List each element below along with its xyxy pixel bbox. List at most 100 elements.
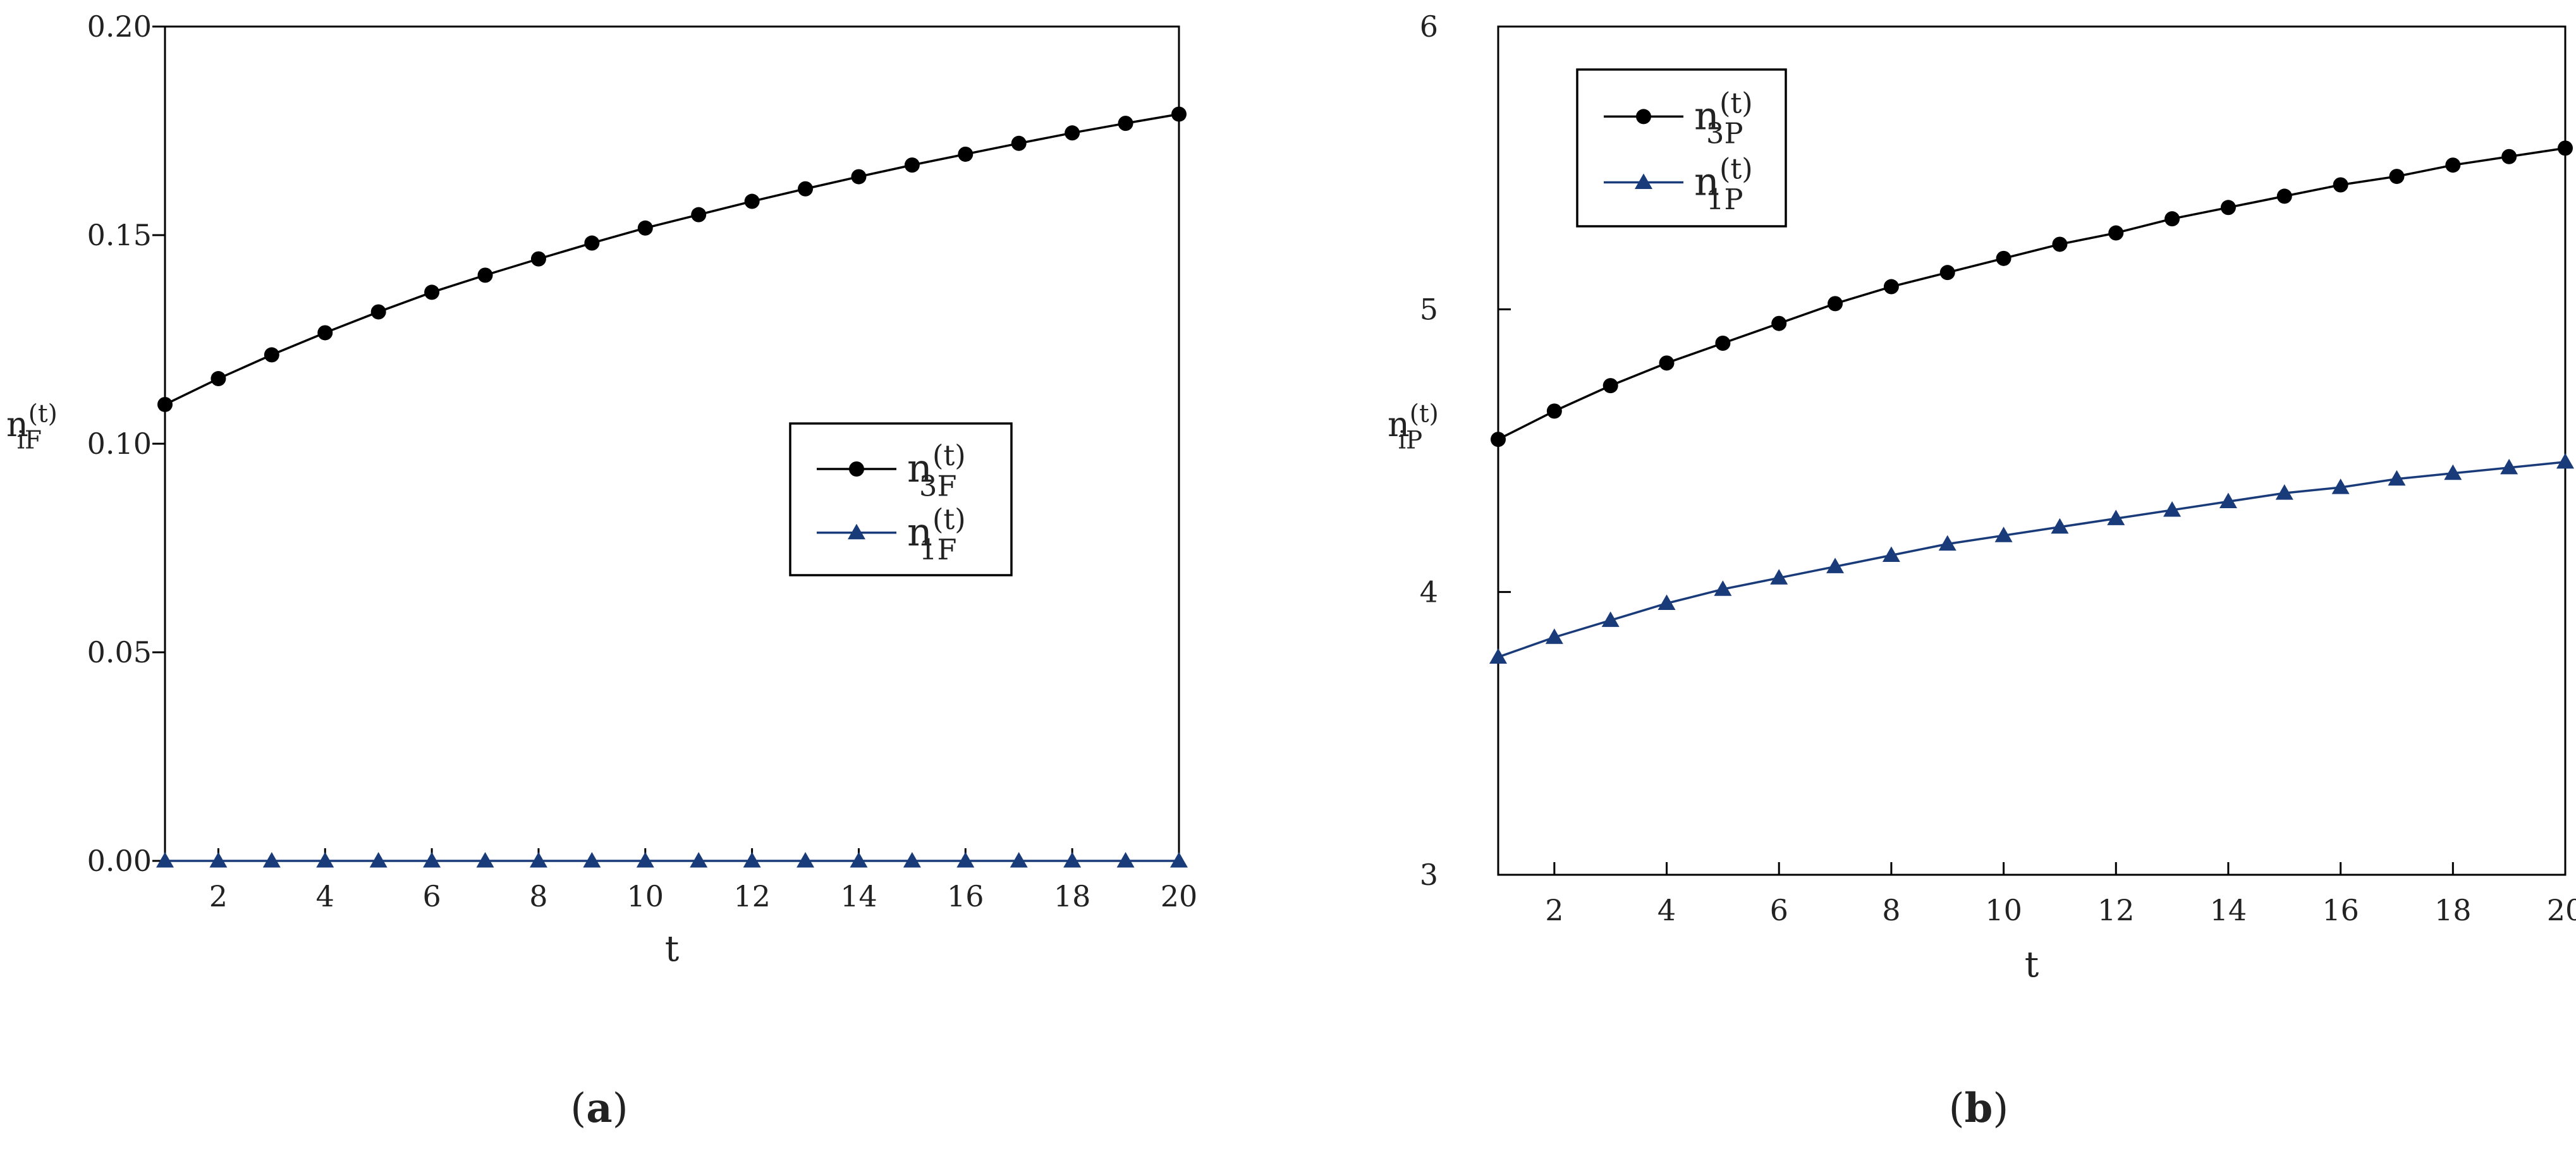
point-a-1f-9 bbox=[583, 852, 601, 868]
legend-label-b-3p-sub: 3P bbox=[1706, 118, 1743, 150]
x-tick-label-b-12: 12 bbox=[2097, 893, 2135, 927]
point-b-3p-1 bbox=[1491, 432, 1506, 448]
legend-a: n(t) 3Fn(t) 1F bbox=[789, 422, 1013, 576]
point-b-1p-5 bbox=[1714, 580, 1732, 596]
x-tick-label-b-2: 2 bbox=[1545, 893, 1563, 927]
point-b-3p-14 bbox=[2220, 200, 2236, 216]
point-a-3f-4 bbox=[317, 325, 333, 341]
point-b-1p-10 bbox=[1994, 527, 2013, 542]
point-b-1p-4 bbox=[1657, 594, 1676, 611]
caption-a-close: ) bbox=[613, 1085, 628, 1132]
point-a-3f-14 bbox=[851, 169, 867, 185]
caption-a: (a) bbox=[570, 1085, 628, 1132]
point-a-1f-8 bbox=[529, 852, 547, 868]
point-b-1p-3 bbox=[1601, 611, 1620, 627]
point-a-1f-14 bbox=[850, 852, 868, 868]
x-tick-label-b-8: 8 bbox=[1882, 893, 1900, 927]
point-a-3f-17 bbox=[1011, 135, 1027, 151]
point-b-3p-13 bbox=[2164, 211, 2180, 227]
y-axis-title-a-sub: iF bbox=[17, 426, 42, 454]
y-tick-label-a-0.05: 0.05 bbox=[87, 635, 152, 669]
point-b-3p-5 bbox=[1715, 336, 1731, 351]
point-a-1f-20 bbox=[1170, 852, 1188, 868]
point-a-3f-20 bbox=[1171, 106, 1187, 122]
x-tick-label-b-16: 16 bbox=[2322, 893, 2359, 927]
point-b-3p-10 bbox=[1996, 250, 2011, 266]
y-tick-label-a-0.1: 0.10 bbox=[87, 427, 152, 461]
legend-box-b bbox=[1576, 68, 1787, 228]
y-tick-label-a-0.15: 0.15 bbox=[87, 218, 152, 252]
legend-label-b-1p: n(t) 1P bbox=[1694, 153, 1753, 216]
point-a-1f-2 bbox=[209, 852, 228, 868]
point-b-1p-1 bbox=[1489, 648, 1507, 664]
legend-label-a-3f-sub: 3F bbox=[919, 470, 956, 502]
series-markers-a-3f bbox=[157, 106, 1187, 412]
x-tick-label-b-20: 20 bbox=[2547, 893, 2576, 927]
legend-label-a-3f-base: n bbox=[907, 445, 932, 491]
point-a-1f-11 bbox=[690, 852, 708, 868]
point-a-1f-7 bbox=[476, 852, 494, 868]
series-markers-b-3p bbox=[1491, 140, 2573, 448]
legend-label-b-1p-sub: 1P bbox=[1706, 183, 1743, 216]
point-a-1f-16 bbox=[956, 852, 975, 868]
series-markers-a-1f bbox=[156, 852, 1188, 868]
chart-panel-a: 2 4 6 8 10 12 14 16 18 200.000.050.100.150.20tn(t… bbox=[6, 9, 1197, 970]
point-a-1f-15 bbox=[903, 852, 921, 868]
caption-b-open: ( bbox=[1949, 1085, 1965, 1132]
series-line-a-3f bbox=[164, 113, 1180, 406]
y-tick-label-b-4: 4 bbox=[1420, 575, 1438, 609]
y-tick-label-b-5: 5 bbox=[1420, 292, 1438, 326]
plot-frame-a bbox=[164, 25, 1180, 862]
series-line-b-1p bbox=[1498, 461, 2566, 659]
x-tick-label-b-6: 6 bbox=[1770, 893, 1788, 927]
point-b-1p-20 bbox=[2556, 453, 2574, 469]
point-a-3f-19 bbox=[1118, 116, 1133, 131]
point-a-3f-2 bbox=[211, 371, 226, 387]
caption-b-close: ) bbox=[1993, 1085, 2008, 1132]
point-a-1f-19 bbox=[1116, 852, 1135, 868]
point-b-3p-12 bbox=[2108, 225, 2124, 241]
x-tick-label-a-6: 6 bbox=[422, 879, 441, 913]
y-axis-title-a: n(t) iF bbox=[6, 399, 58, 454]
x-tick-label-b-14: 14 bbox=[2210, 893, 2247, 927]
point-b-1p-17 bbox=[2388, 470, 2406, 486]
legend-label-a-1f-sub: 1F bbox=[919, 533, 956, 566]
caption-a-open: ( bbox=[570, 1085, 586, 1132]
x-tick-label-b-4: 4 bbox=[1657, 893, 1676, 927]
plot-frame-b bbox=[1497, 25, 2567, 876]
point-a-3f-10 bbox=[637, 220, 653, 236]
y-tick-label-b-3: 3 bbox=[1420, 858, 1438, 892]
caption-b: (b) bbox=[1949, 1085, 2009, 1132]
series-markers-b-1p bbox=[1489, 453, 2574, 664]
caption-b-letter: b bbox=[1965, 1085, 1993, 1132]
point-b-3p-18 bbox=[2445, 157, 2461, 173]
point-a-1f-6 bbox=[423, 852, 441, 868]
legend-marker-b-1p bbox=[1635, 173, 1652, 190]
y-tick-label-b-6: 6 bbox=[1420, 9, 1438, 44]
x-tick-label-a-4: 4 bbox=[316, 879, 334, 913]
point-b-3p-8 bbox=[1883, 279, 1899, 295]
point-b-1p-13 bbox=[2163, 501, 2182, 517]
legend-box-a bbox=[789, 422, 1013, 576]
point-b-3p-3 bbox=[1602, 378, 1618, 394]
point-a-3f-16 bbox=[958, 146, 974, 162]
x-tick-label-b-18: 18 bbox=[2434, 893, 2472, 927]
point-b-1p-15 bbox=[2275, 484, 2293, 500]
x-tick-label-a-10: 10 bbox=[627, 879, 664, 913]
point-b-3p-4 bbox=[1659, 355, 1675, 371]
x-axis-title-b: t bbox=[2025, 944, 2039, 985]
legend-label-b-1p-sup: (t) bbox=[1719, 153, 1753, 186]
x-tick-label-a-2: 2 bbox=[209, 879, 228, 913]
point-b-3p-7 bbox=[1828, 296, 1843, 312]
point-b-3p-9 bbox=[1939, 265, 1955, 281]
legend-label-a-1f-base: n bbox=[907, 509, 932, 555]
x-axis-title-a: t bbox=[665, 929, 680, 970]
point-b-1p-7 bbox=[1826, 557, 1845, 573]
point-b-3p-15 bbox=[2276, 188, 2292, 204]
y-axis-title-a-sup: (t) bbox=[28, 399, 58, 428]
point-b-3p-2 bbox=[1546, 403, 1562, 419]
point-a-3f-5 bbox=[370, 304, 386, 320]
caption-a-letter: a bbox=[586, 1085, 612, 1132]
point-a-3f-1 bbox=[157, 396, 173, 412]
